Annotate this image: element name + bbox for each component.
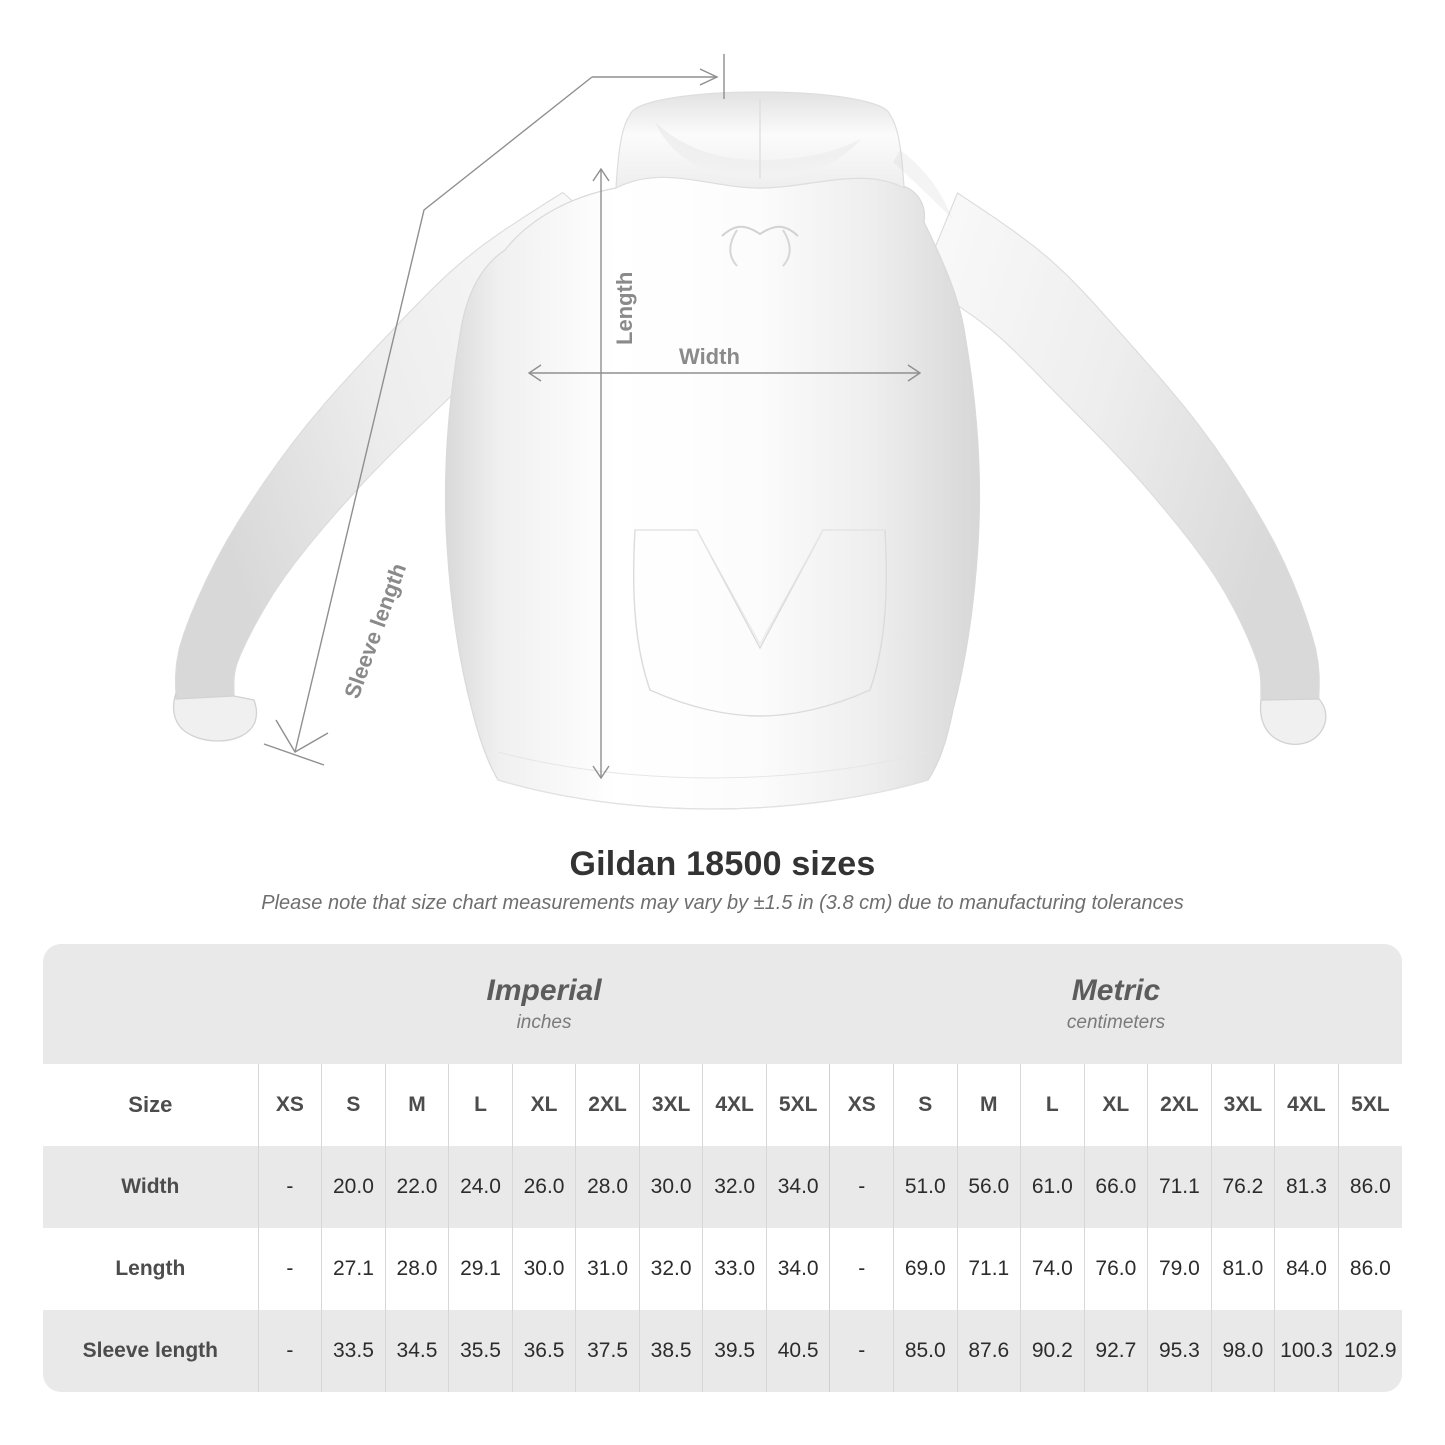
svg-text:Length: Length bbox=[612, 272, 637, 345]
svg-text:Width: Width bbox=[679, 344, 740, 369]
svg-text:Sleeve length: Sleeve length bbox=[339, 560, 411, 702]
